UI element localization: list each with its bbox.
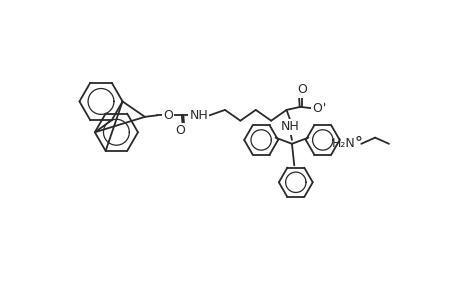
Text: O: O bbox=[297, 83, 306, 96]
Text: NH: NH bbox=[280, 120, 299, 134]
Text: NH: NH bbox=[189, 109, 208, 122]
Text: H₂N: H₂N bbox=[330, 137, 354, 150]
Text: O: O bbox=[175, 124, 185, 137]
Text: O: O bbox=[312, 102, 322, 115]
Text: O: O bbox=[162, 109, 173, 122]
